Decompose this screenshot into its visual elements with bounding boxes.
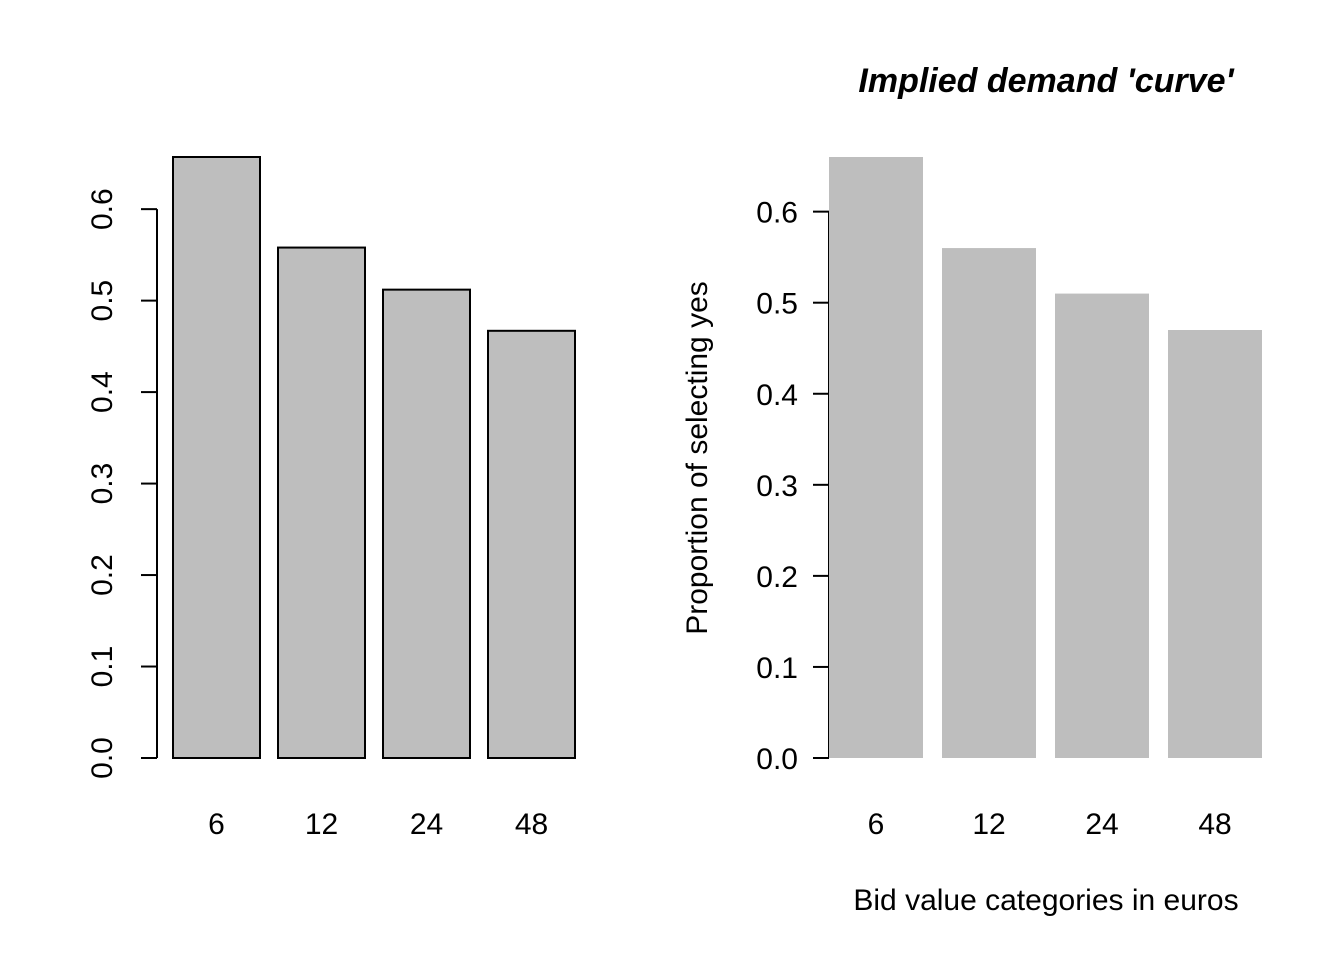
x-tick-label: 48 [1198, 808, 1231, 841]
y-tick-label: 0.5 [86, 280, 119, 322]
bar-24 [1055, 293, 1149, 758]
x-tick-label: 6 [868, 808, 885, 841]
x-tick-label: 24 [1085, 808, 1118, 841]
chart-right: Implied demand 'curve' Proportion of sel… [681, 62, 1262, 917]
bar-12 [942, 248, 1036, 758]
y-tick-label: 0.0 [756, 743, 798, 776]
y-tick-label: 0.6 [756, 197, 798, 230]
x-axis-label: Bid value categories in euros [853, 884, 1238, 917]
x-tick-label: 48 [515, 808, 548, 841]
bar-48 [1168, 330, 1262, 758]
x-tick-labels: 6 12 24 48 [868, 808, 1232, 841]
x-tick-label: 6 [208, 808, 225, 841]
x-tick-label: 12 [305, 808, 338, 841]
y-tick-label: 0.1 [756, 652, 798, 685]
bars [172, 156, 576, 759]
y-tick-label: 0.0 [86, 737, 119, 779]
y-axis: 0.0 0.1 0.2 0.3 0.4 0.5 0.6 [86, 188, 158, 779]
bar-24 [382, 288, 471, 759]
y-tick-label: 0.2 [756, 561, 798, 594]
y-tick-label: 0.3 [86, 463, 119, 505]
y-tick-label: 0.4 [86, 371, 119, 413]
y-tick-label: 0.2 [86, 554, 119, 596]
y-tick-label: 0.6 [86, 188, 119, 230]
y-tick-label: 0.4 [756, 379, 798, 412]
y-axis: 0.0 0.1 0.2 0.3 0.4 0.5 0.6 [756, 197, 830, 776]
bar-6 [829, 157, 923, 758]
bar-6 [172, 156, 261, 759]
bar-48 [487, 329, 576, 759]
x-tick-labels: 6 12 24 48 [208, 808, 548, 841]
chart-title: Implied demand 'curve' [858, 62, 1235, 100]
y-tick-label: 0.1 [86, 646, 119, 688]
chart-left: 0.0 0.1 0.2 0.3 0.4 0.5 0.6 6 12 24 48 [86, 156, 576, 841]
bars [829, 157, 1262, 758]
x-tick-label: 12 [972, 808, 1005, 841]
y-tick-label: 0.3 [756, 470, 798, 503]
x-tick-label: 24 [410, 808, 443, 841]
y-tick-label: 0.5 [756, 288, 798, 321]
y-axis-label: Proportion of selecting yes [681, 281, 714, 635]
bar-12 [277, 246, 366, 759]
